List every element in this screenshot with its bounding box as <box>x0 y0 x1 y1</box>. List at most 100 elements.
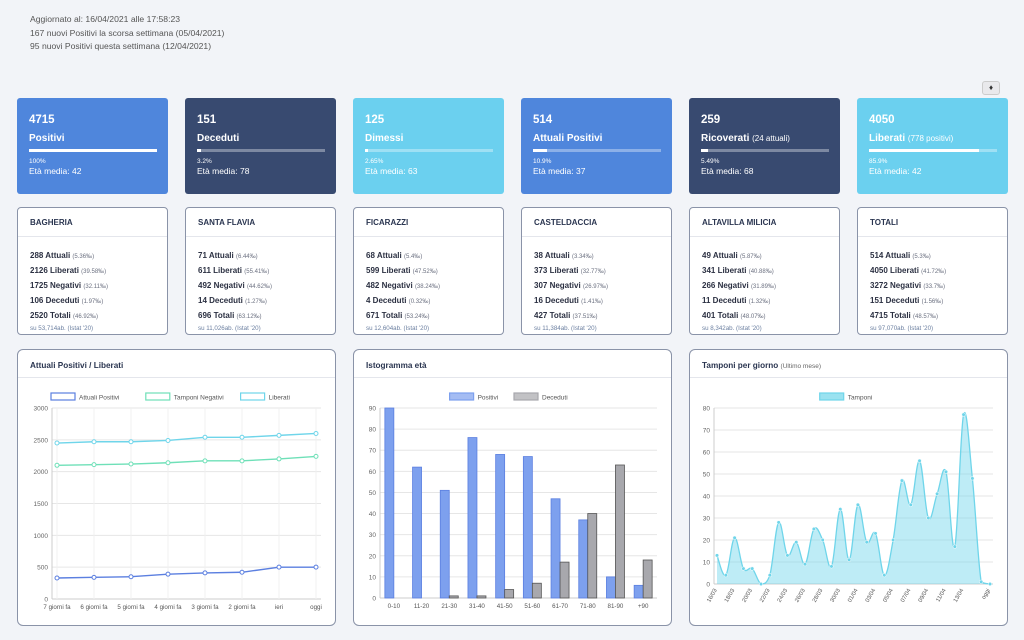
town-row-totali: 401 Totali (48.07‰) <box>702 311 766 320</box>
town-row-liberati: 4050 Liberati (41.72‰) <box>870 266 947 275</box>
bar <box>578 519 589 599</box>
trend-chart-title: Attuali Positivi / Liberati <box>18 350 335 378</box>
stat-progress-bar <box>197 149 325 152</box>
y-tick-label: 10 <box>703 560 711 567</box>
town-name: SANTA FLAVIA <box>186 208 335 237</box>
data-point <box>165 460 171 466</box>
stat-age: Età media: 37 <box>533 166 586 176</box>
series-line <box>56 455 317 466</box>
toggle-icon-button[interactable]: ♦ <box>982 81 1000 95</box>
data-point <box>820 537 825 543</box>
x-tick-label: 01/04 <box>847 587 860 603</box>
x-tick-label: ieri <box>275 604 283 611</box>
y-tick-label: 90 <box>369 406 377 413</box>
x-tick-label: 13/04 <box>953 587 966 603</box>
last-week-positives: 167 nuovi Positivi la scorsa settimana (… <box>30 27 225 38</box>
y-tick-label: 1500 <box>34 501 49 508</box>
stat-card-ricoverati: 259 Ricoverati (24 attuali) 5.49% Età me… <box>689 98 840 194</box>
y-tick-label: 50 <box>369 490 377 497</box>
x-tick-label: 41-50 <box>497 603 513 610</box>
x-tick-label: 3 giorni fa <box>191 604 219 611</box>
data-point <box>776 520 781 525</box>
data-point <box>882 573 887 578</box>
stat-label: Liberati (778 positivi) <box>869 133 954 144</box>
stat-card-liberati: 4050 Liberati (778 positivi) 85.9% Età m… <box>857 98 1008 194</box>
age-histogram-title: Istogramma età <box>354 350 671 378</box>
data-point <box>908 502 913 507</box>
town-row-attuali: 68 Attuali (5.4‰) <box>366 251 423 260</box>
legend-label: Positivi <box>478 395 499 402</box>
town-population: su 97,070ab. (Istat '20) <box>870 325 934 332</box>
data-point <box>794 540 799 545</box>
bar <box>467 437 478 599</box>
bar <box>448 595 459 599</box>
data-point <box>54 440 60 446</box>
data-point <box>758 581 764 587</box>
data-point <box>873 531 878 536</box>
data-point <box>202 434 208 440</box>
town-card-bagheria: BAGHERIA 288 Attuali (5.36‰) 2126 Libera… <box>17 207 168 335</box>
x-tick-label: oggi <box>981 588 992 600</box>
x-tick-label: 26/03 <box>794 588 806 604</box>
x-tick-label: 30/03 <box>830 588 842 604</box>
stat-percent: 2.65% <box>365 158 384 165</box>
town-row-totali: 427 Totali (37.51‰) <box>534 311 598 320</box>
x-tick-label: 81-90 <box>608 603 624 610</box>
y-tick-label: 70 <box>369 448 377 455</box>
town-row-deceduti: 14 Deceduti (1.27‰) <box>198 296 267 305</box>
stat-percent: 100% <box>29 158 46 165</box>
y-tick-label: 60 <box>369 469 377 476</box>
bar <box>550 498 561 599</box>
data-point <box>987 581 993 587</box>
x-tick-label: 22/03 <box>759 588 771 604</box>
town-population: su 53,714ab. (Istat '20) <box>30 325 94 332</box>
data-point <box>891 537 896 543</box>
series-area <box>717 412 990 584</box>
stat-progress-bar <box>869 149 997 152</box>
stat-age: Età media: 42 <box>29 166 82 176</box>
data-point <box>239 569 245 575</box>
y-tick-label: 70 <box>703 428 711 435</box>
data-point <box>732 535 737 540</box>
data-point <box>723 573 728 578</box>
stat-progress-fill <box>197 149 202 152</box>
data-point <box>54 575 60 581</box>
x-tick-label: 11/04 <box>935 587 948 603</box>
x-tick-label: 4 giorni fa <box>154 604 182 611</box>
data-point <box>202 570 208 576</box>
data-point <box>313 430 319 436</box>
bar <box>495 454 506 599</box>
data-point <box>313 453 319 459</box>
bar <box>642 559 653 599</box>
data-point <box>803 562 808 567</box>
town-row-attuali: 288 Attuali (5.36‰) <box>30 251 95 260</box>
stat-progress-bar <box>533 149 661 152</box>
town-name: TOTALI <box>858 208 1007 237</box>
x-tick-label: 09/04 <box>918 587 931 603</box>
x-tick-label: +90 <box>638 603 649 610</box>
legend-label: Liberati <box>269 395 290 402</box>
x-tick-label: 7 giorni fa <box>43 604 71 611</box>
stat-card-deceduti: 151 Deceduti 3.2% Età media: 78 <box>185 98 336 194</box>
x-tick-label: 31-40 <box>469 603 485 610</box>
series-line <box>56 566 316 579</box>
town-row-liberati: 341 Liberati (40.88‰) <box>702 266 774 275</box>
age-bar-chart: 0 10 20 30 40 50 60 70 80 90 0-10 11-20 21-30 31-40 41… <box>369 392 657 610</box>
town-row-totali: 696 Totali (63.12‰) <box>198 311 262 320</box>
stat-progress-bar <box>701 149 829 152</box>
stat-progress-bar <box>29 149 157 152</box>
town-population: su 11,384ab. (Istat '20) <box>534 325 597 332</box>
stat-age: Età media: 42 <box>869 166 922 176</box>
data-point <box>750 566 755 571</box>
legend-swatch <box>145 392 171 401</box>
stat-percent: 5.49% <box>701 158 720 165</box>
town-row-negativi: 266 Negativi (31.89‰) <box>702 281 776 290</box>
x-tick-label: 5 giorni fa <box>117 604 145 611</box>
update-timestamp: Aggiornato al: 16/04/2021 alle 17:58:23 <box>30 14 181 24</box>
town-row-deceduti: 16 Deceduti (1.41‰) <box>534 296 603 305</box>
town-row-attuali: 514 Attuali (5.3‰) <box>870 251 931 260</box>
bar <box>439 489 450 599</box>
bar <box>615 464 625 599</box>
data-point <box>926 515 931 521</box>
data-point <box>961 412 966 417</box>
